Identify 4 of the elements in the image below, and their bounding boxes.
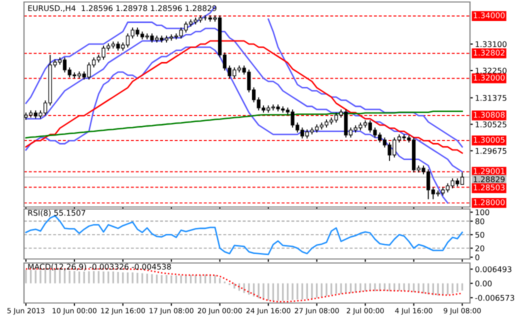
line-series — [25, 28, 463, 172]
line-series — [25, 215, 463, 256]
line-series — [25, 110, 463, 139]
line-series — [25, 46, 448, 204]
